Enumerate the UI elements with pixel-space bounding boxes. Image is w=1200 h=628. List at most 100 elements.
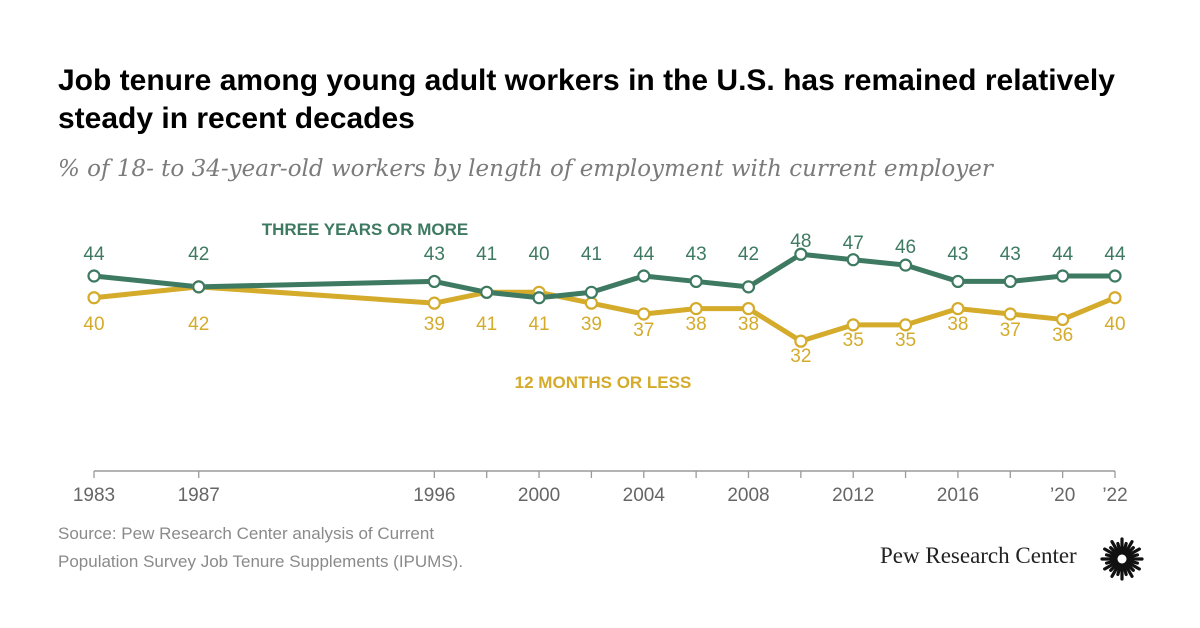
point-three-years <box>741 280 756 294</box>
data-label-three-years: 43 <box>424 244 445 265</box>
data-label-12-months: 40 <box>1104 314 1125 335</box>
brand-name: Pew Research Center <box>880 543 1077 568</box>
point-12-months <box>898 318 913 332</box>
logo-ray <box>1109 561 1120 572</box>
data-labels: 44 42 43 41 40 41 44 43 42 48 47 46 43 43 44 44 40 42 39 41… <box>83 231 1126 367</box>
data-label-12-months: 35 <box>843 330 864 351</box>
point-12-months <box>689 301 703 316</box>
data-label-12-months: 35 <box>895 330 916 351</box>
x-tick-label: 1983 <box>73 485 115 506</box>
data-label-three-years: 44 <box>633 244 655 265</box>
logo-ray <box>1126 558 1140 565</box>
point-three-years <box>480 285 494 299</box>
data-label-three-years: 44 <box>1104 244 1126 265</box>
data-label-12-months: 42 <box>188 314 209 335</box>
logo-ray <box>1123 540 1134 556</box>
logo-ray <box>1110 540 1121 556</box>
data-label-12-months: 41 <box>528 314 549 335</box>
data-label-three-years: 46 <box>895 237 916 258</box>
logo-ray <box>1125 547 1141 558</box>
x-tick-label: 2008 <box>727 485 769 506</box>
point-three-years <box>689 274 703 289</box>
series-points <box>87 247 1122 348</box>
data-label-three-years: 40 <box>528 244 549 265</box>
point-three-years <box>192 280 206 294</box>
point-12-months <box>584 296 599 310</box>
chart-subtitle: % of 18- to 34-year-old workers by lengt… <box>58 156 993 182</box>
x-tick-label: 1987 <box>178 485 220 506</box>
point-three-years <box>794 247 808 261</box>
x-tick-label: 2012 <box>832 485 874 506</box>
point-12-months <box>1056 312 1070 327</box>
point-three-years <box>1003 274 1017 289</box>
logo-ray <box>1104 558 1118 565</box>
logo-ray <box>1103 560 1119 571</box>
data-label-12-months: 38 <box>686 314 707 335</box>
series-line-12-months <box>91 284 1118 344</box>
point-12-months <box>741 301 756 316</box>
point-three-years <box>584 285 599 299</box>
x-axis: 1983 1987 1996 2000 2004 2008 2012 2016 ’20 ’22 <box>73 470 1128 506</box>
point-12-months <box>427 296 441 310</box>
x-tick-label: 2004 <box>623 485 666 506</box>
data-label-three-years: 44 <box>83 244 105 265</box>
point-three-years <box>1108 269 1122 283</box>
data-label-12-months: 40 <box>83 314 104 335</box>
source-note: Source: Pew Research Center analysis of … <box>58 520 463 576</box>
point-12-months <box>637 307 651 321</box>
legend-12-months-or-less: 12 MONTHS OR LESS <box>515 373 692 392</box>
point-three-years <box>87 269 101 283</box>
logo-ray <box>1121 541 1128 555</box>
logo-ray <box>1124 546 1135 557</box>
point-12-months <box>951 301 965 316</box>
point-12-months <box>1003 307 1017 321</box>
point-three-years <box>532 291 546 305</box>
data-label-12-months: 38 <box>738 314 759 335</box>
logo-ray <box>1125 560 1141 571</box>
source-line-1: Source: Pew Research Center analysis of … <box>58 524 435 543</box>
data-label-three-years: 47 <box>843 233 864 254</box>
data-label-12-months: 41 <box>476 314 497 335</box>
logo-ray <box>1104 553 1118 560</box>
point-12-months <box>1108 291 1122 305</box>
data-label-12-months: 37 <box>633 320 654 341</box>
x-tick-label: 1996 <box>413 485 455 506</box>
logo-ray <box>1116 563 1123 577</box>
logo-ray <box>1109 546 1120 557</box>
point-three-years <box>951 274 965 289</box>
point-12-months <box>87 291 101 305</box>
x-tick-label: 2000 <box>518 485 560 506</box>
pew-logo-icon <box>1100 537 1144 581</box>
point-three-years <box>427 274 441 289</box>
series-lines <box>91 251 1118 344</box>
point-three-years <box>898 258 913 272</box>
point-three-years <box>1056 269 1070 283</box>
logo-ray <box>1126 553 1140 560</box>
x-tick-label: ’20 <box>1050 485 1075 506</box>
data-label-three-years: 48 <box>790 231 811 252</box>
x-tick-label: ’22 <box>1102 485 1127 506</box>
x-tick-label: 2016 <box>937 485 979 506</box>
point-12-months <box>846 318 860 332</box>
series-line-three-years <box>91 251 1118 301</box>
source-line-2: Population Survey Job Tenure Supplements… <box>58 552 464 571</box>
data-label-12-months: 36 <box>1052 325 1073 346</box>
legend-three-years-or-more: THREE YEARS OR MORE <box>262 220 469 239</box>
data-label-three-years: 42 <box>738 244 759 265</box>
point-three-years <box>637 269 651 283</box>
logo-ray <box>1110 562 1121 578</box>
data-label-three-years: 43 <box>1000 244 1021 265</box>
logo-ray <box>1123 562 1134 578</box>
data-label-three-years: 43 <box>947 244 968 265</box>
logo-ray <box>1124 561 1135 572</box>
data-label-three-years: 41 <box>476 244 497 265</box>
data-label-three-years: 41 <box>581 244 602 265</box>
logo-ray <box>1116 541 1123 555</box>
chart-title: Job tenure among young adult workers in … <box>58 64 1115 135</box>
data-label-12-months: 37 <box>1000 320 1021 341</box>
data-label-three-years: 42 <box>188 244 209 265</box>
logo-ray <box>1121 563 1128 577</box>
point-12-months <box>794 334 808 348</box>
data-label-three-years: 43 <box>686 244 707 265</box>
